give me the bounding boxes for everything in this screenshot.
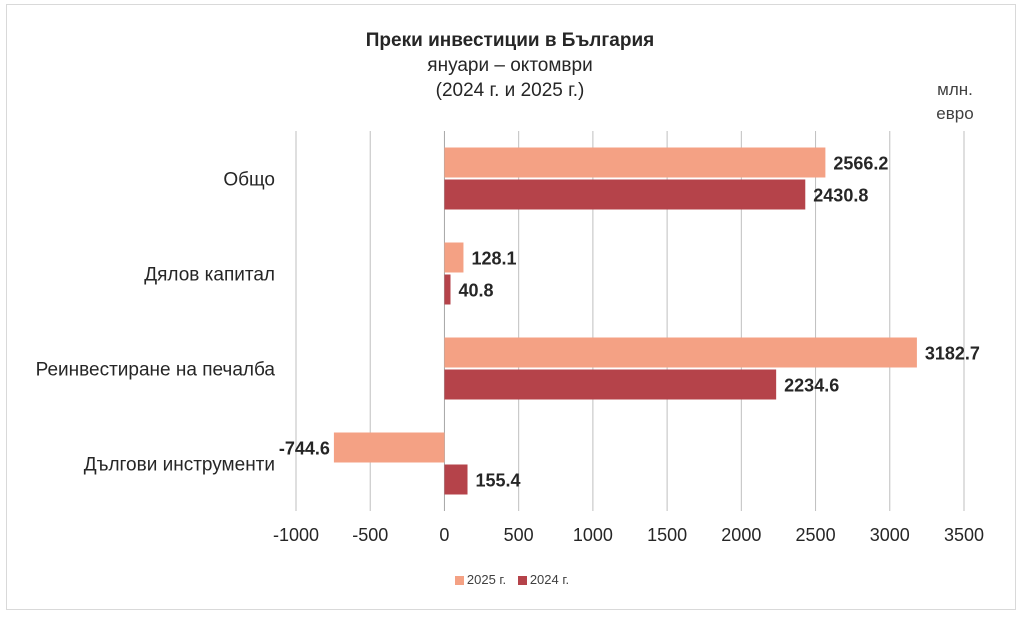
x-tick-label: 2500 <box>796 525 836 545</box>
legend-swatch-2025 <box>454 576 464 586</box>
data-label: -744.6 <box>279 439 330 459</box>
x-tick-label: 3000 <box>870 525 910 545</box>
bar-2025 <box>444 337 917 368</box>
bar-2024 <box>444 464 468 495</box>
chart-legend: 2025 г. 2024 г. <box>0 572 1024 587</box>
x-tick-label: 500 <box>504 525 534 545</box>
chart-subtitle-years: (2024 г. и 2025 г.) <box>435 80 585 101</box>
data-label: 40.8 <box>459 281 494 301</box>
data-label: 2234.6 <box>784 376 839 396</box>
x-tick-label: 1500 <box>647 525 687 545</box>
unit-label-line2: евро <box>936 104 974 123</box>
bar-2024 <box>444 369 777 400</box>
legend-swatch-2024 <box>517 576 527 586</box>
data-label: 128.1 <box>471 249 516 269</box>
data-label: 2566.2 <box>833 154 888 174</box>
bar-2025 <box>444 147 826 178</box>
unit-label-line1: млн. <box>937 80 973 99</box>
legend-label-2025: 2025 г. <box>466 572 507 587</box>
data-label: 3182.7 <box>925 344 980 364</box>
bar-2025 <box>444 242 464 273</box>
legend-label-2024: 2024 г. <box>529 572 570 587</box>
category-label: Реинвестиране на печалба <box>36 360 276 381</box>
chart-subtitle: януари – октомври <box>427 55 593 76</box>
legend-item-2025: 2025 г. <box>454 572 507 587</box>
chart-title: Преки инвестиции в България <box>365 30 655 51</box>
category-label: Дялов капитал <box>144 265 275 286</box>
chart-frame <box>6 4 1016 610</box>
x-tick-label: -500 <box>352 525 388 545</box>
data-label: 2430.8 <box>813 186 868 206</box>
x-tick-label: 0 <box>439 525 449 545</box>
x-tick-label: 1000 <box>573 525 613 545</box>
bar-2025 <box>333 432 445 463</box>
x-tick-label: -1000 <box>273 525 319 545</box>
category-label: Общо <box>223 170 275 191</box>
legend-item-2024: 2024 г. <box>517 572 570 587</box>
bar-2024 <box>444 179 806 210</box>
x-tick-label: 2000 <box>721 525 761 545</box>
data-label: 155.4 <box>476 471 521 491</box>
category-label: Дългови инструменти <box>84 455 275 476</box>
bar-2024 <box>444 274 451 305</box>
x-tick-label: 3500 <box>944 525 984 545</box>
